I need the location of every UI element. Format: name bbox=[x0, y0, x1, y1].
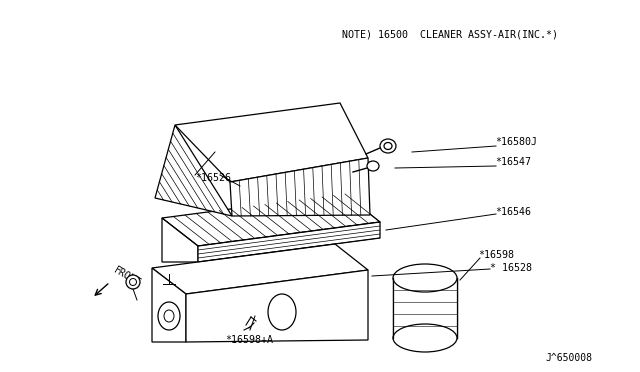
Text: *16580J: *16580J bbox=[495, 137, 537, 147]
Text: *16546: *16546 bbox=[495, 207, 531, 217]
Polygon shape bbox=[186, 270, 368, 342]
Polygon shape bbox=[230, 158, 370, 216]
Ellipse shape bbox=[129, 279, 136, 285]
Ellipse shape bbox=[268, 294, 296, 330]
Ellipse shape bbox=[164, 310, 174, 322]
Polygon shape bbox=[198, 222, 380, 262]
Text: *16598+A: *16598+A bbox=[225, 335, 273, 345]
Polygon shape bbox=[393, 278, 457, 338]
Text: J^650008: J^650008 bbox=[545, 353, 592, 363]
Polygon shape bbox=[152, 244, 368, 294]
Ellipse shape bbox=[393, 324, 457, 352]
Text: * 16528: * 16528 bbox=[490, 263, 532, 273]
Polygon shape bbox=[162, 194, 380, 246]
Text: *16526: *16526 bbox=[195, 173, 231, 183]
Polygon shape bbox=[155, 125, 232, 216]
Ellipse shape bbox=[380, 139, 396, 153]
Ellipse shape bbox=[158, 302, 180, 330]
Polygon shape bbox=[175, 103, 368, 182]
Text: NOTE) 16500  CLEANER ASSY-AIR(INC.*): NOTE) 16500 CLEANER ASSY-AIR(INC.*) bbox=[342, 29, 558, 39]
Text: *16547: *16547 bbox=[495, 157, 531, 167]
Text: FRONT: FRONT bbox=[112, 265, 143, 289]
Ellipse shape bbox=[367, 161, 379, 171]
Text: *16598: *16598 bbox=[478, 250, 514, 260]
Ellipse shape bbox=[384, 142, 392, 150]
Polygon shape bbox=[152, 268, 186, 342]
Ellipse shape bbox=[393, 264, 457, 292]
Polygon shape bbox=[162, 218, 198, 262]
Ellipse shape bbox=[126, 275, 140, 289]
